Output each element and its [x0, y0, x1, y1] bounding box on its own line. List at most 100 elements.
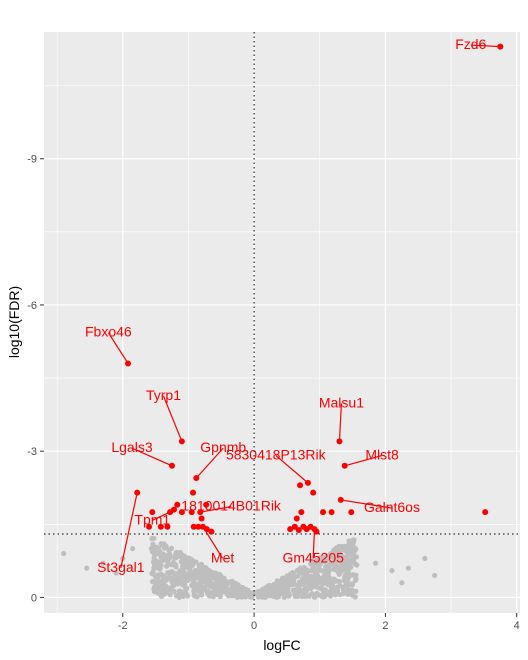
- significant-point: [146, 523, 153, 530]
- nonsignificant-point: [327, 590, 333, 596]
- nonsignificant-point: [333, 587, 339, 594]
- nonsignificant-point: [332, 592, 338, 598]
- significant-point: [298, 509, 305, 516]
- nonsignificant-point: [340, 584, 346, 590]
- nonsignificant-point: [198, 561, 205, 567]
- x-tick-label: 0: [251, 620, 257, 632]
- nonsignificant-point: [260, 588, 267, 594]
- significant-point: [287, 526, 294, 533]
- nonsignificant-point: [350, 540, 357, 546]
- nonsignificant-point: [152, 573, 158, 579]
- plot-panel: [44, 32, 520, 613]
- nonsignificant-point: [286, 591, 292, 597]
- nonsignificant-point: [177, 580, 184, 586]
- nonsignificant-point: [279, 578, 285, 584]
- nonsignificant-point: [151, 535, 157, 541]
- y-tick-label: -6: [27, 300, 37, 312]
- x-tick-label: 4: [514, 620, 520, 632]
- nonsignificant-point: [232, 586, 238, 592]
- nonsignificant-point: [181, 582, 187, 589]
- nonsignificant-point: [353, 588, 359, 594]
- nonsignificant-point: [303, 588, 310, 594]
- label-connector: [338, 403, 343, 442]
- nonsignificant-point: [336, 544, 342, 550]
- significant-point: [203, 526, 210, 533]
- nonsignificant-point: [399, 580, 405, 586]
- gene-label: Gpnmb: [200, 439, 246, 455]
- nonsignificant-point: [341, 558, 348, 564]
- significant-point: [291, 523, 298, 530]
- significant-point: [149, 509, 156, 516]
- nonsignificant-point: [178, 589, 184, 595]
- nonsignificant-point: [348, 564, 354, 570]
- y-tick-label: 0: [31, 592, 37, 604]
- nonsignificant-point: [344, 578, 350, 584]
- nonsignificant-point: [195, 587, 201, 593]
- significant-point: [304, 479, 311, 486]
- nonsignificant-point: [167, 553, 173, 559]
- nonsignificant-point: [130, 546, 136, 552]
- significant-point: [190, 523, 197, 530]
- significant-point: [198, 515, 205, 522]
- significant-point: [341, 462, 348, 469]
- nonsignificant-point: [339, 567, 345, 573]
- significant-point: [497, 43, 504, 50]
- nonsignificant-point: [173, 549, 179, 556]
- nonsignificant-point: [249, 594, 255, 600]
- significant-point: [310, 489, 317, 496]
- significant-point: [295, 527, 302, 534]
- significant-point: [336, 438, 343, 445]
- nonsignificant-point: [347, 546, 354, 553]
- nonsignificant-point: [164, 563, 170, 569]
- nonsignificant-point: [177, 568, 183, 574]
- nonsignificant-point: [177, 549, 184, 556]
- nonsignificant-point: [203, 575, 209, 581]
- significant-point: [208, 528, 215, 535]
- nonsignificant-point: [183, 564, 189, 570]
- nonsignificant-point: [150, 541, 156, 547]
- nonsignificant-point: [292, 587, 298, 593]
- nonsignificant-point: [150, 559, 157, 565]
- gene-label: Tyrp1: [146, 387, 181, 403]
- nonsignificant-point: [343, 549, 350, 555]
- x-axis-title: logFC: [263, 637, 300, 653]
- significant-point: [178, 509, 185, 516]
- gene-label: Fbxo46: [85, 324, 132, 340]
- nonsignificant-point: [84, 565, 90, 571]
- gene-label: Tpm1: [134, 511, 170, 527]
- nonsignificant-point: [161, 573, 167, 579]
- nonsignificant-point: [272, 585, 278, 591]
- nonsignificant-point: [277, 582, 283, 588]
- nonsignificant-point: [194, 594, 200, 600]
- nonsignificant-point: [163, 577, 170, 583]
- significant-points: [125, 43, 504, 535]
- nonsignificant-point: [432, 572, 438, 579]
- nonsignificant-point: [314, 559, 320, 565]
- nonsignificant-point: [353, 576, 359, 582]
- significant-point: [174, 501, 181, 508]
- significant-point: [348, 509, 355, 516]
- gene-label: 5830418P13Rik: [226, 446, 327, 462]
- significant-point: [188, 509, 195, 516]
- nonsignificant-point: [325, 564, 331, 570]
- nonsignificant-point: [327, 551, 334, 557]
- nonsignificant-point: [244, 591, 251, 597]
- nonsignificant-point: [342, 574, 348, 580]
- nonsignificant-point: [346, 541, 352, 547]
- nonsignificant-point: [353, 561, 359, 568]
- x-tick-label: 2: [382, 620, 388, 632]
- label-connector: [312, 529, 316, 559]
- nonsignificant-point: [179, 558, 186, 564]
- significant-point: [203, 501, 210, 508]
- significant-point: [297, 482, 304, 489]
- nonsignificant-point: [346, 560, 352, 566]
- nonsignificant-point: [173, 570, 179, 577]
- nonsignificant-point: [310, 558, 316, 564]
- label-connector: [107, 332, 129, 364]
- nonsignificant-point: [113, 570, 119, 576]
- nonsignificant-point: [314, 572, 321, 578]
- nonsignificant-point: [350, 552, 356, 558]
- axis-ticks: -2 0 2 4 0 -3 -6 -9: [27, 154, 520, 632]
- nonsignificant-point: [314, 568, 321, 574]
